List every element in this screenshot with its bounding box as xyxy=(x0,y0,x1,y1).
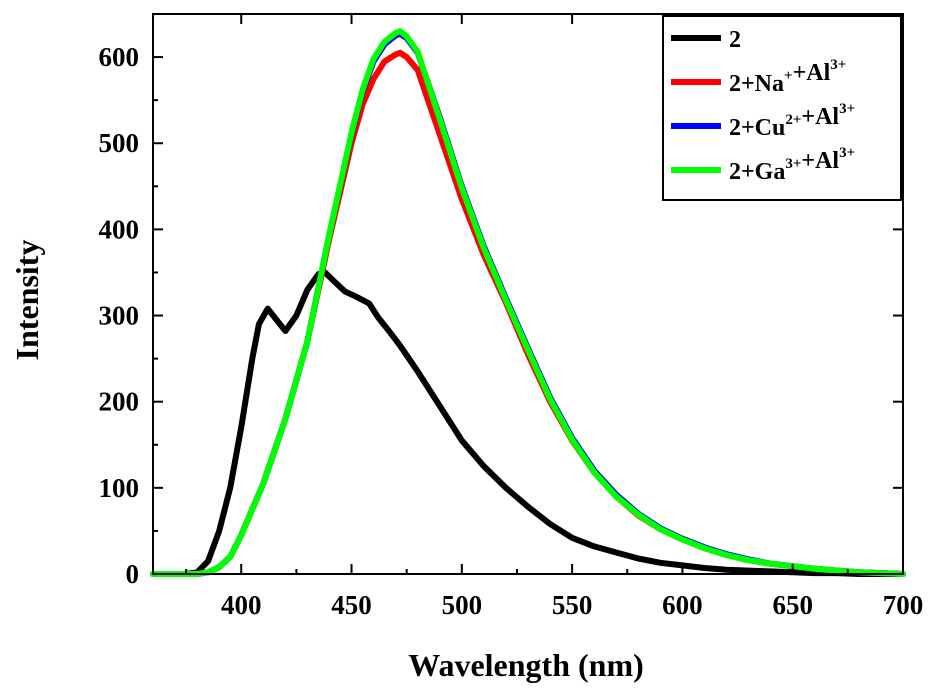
plot-frame xyxy=(152,13,904,575)
y-tick-label-1: 100 xyxy=(99,473,140,503)
x-tick-label-4: 600 xyxy=(662,590,703,620)
y-tick-label-0: 0 xyxy=(126,559,140,589)
legend-label-1: 2+Na++Al3+ xyxy=(729,57,846,97)
x-tick-label-5: 650 xyxy=(772,590,813,620)
legend-label-0: 2 xyxy=(729,27,741,53)
x-tick-label-2: 500 xyxy=(442,590,483,620)
legend-label-3: 2+Ga3++Al3+ xyxy=(729,145,855,185)
y-tick-label-6: 600 xyxy=(99,42,140,72)
y-tick-label-2: 200 xyxy=(99,387,140,417)
x-axis-title: Wavelength (nm) xyxy=(408,647,644,683)
y-tick-label-5: 500 xyxy=(99,128,140,158)
y-tick-label-3: 300 xyxy=(99,301,140,331)
legend-label-2: 2+Cu2++Al3+ xyxy=(729,101,855,141)
series-line-3 xyxy=(150,28,906,577)
x-tick-label-1: 450 xyxy=(331,590,372,620)
y-tick-label-4: 400 xyxy=(99,214,140,244)
legend: 2 2+Na++Al3+2+Cu2++Al3+2+Ga3++Al3+ xyxy=(662,15,902,201)
x-tick-label-6: 700 xyxy=(883,590,924,620)
x-tick-label-3: 550 xyxy=(552,590,593,620)
axes-layer: 400 450 500 550 600 650 700 0 100 200 300 400 500 600 xyxy=(99,13,924,620)
y-axis-title: Intensity xyxy=(9,240,45,361)
series-line-0 xyxy=(150,269,906,577)
x-tick-label-0: 400 xyxy=(221,590,262,620)
